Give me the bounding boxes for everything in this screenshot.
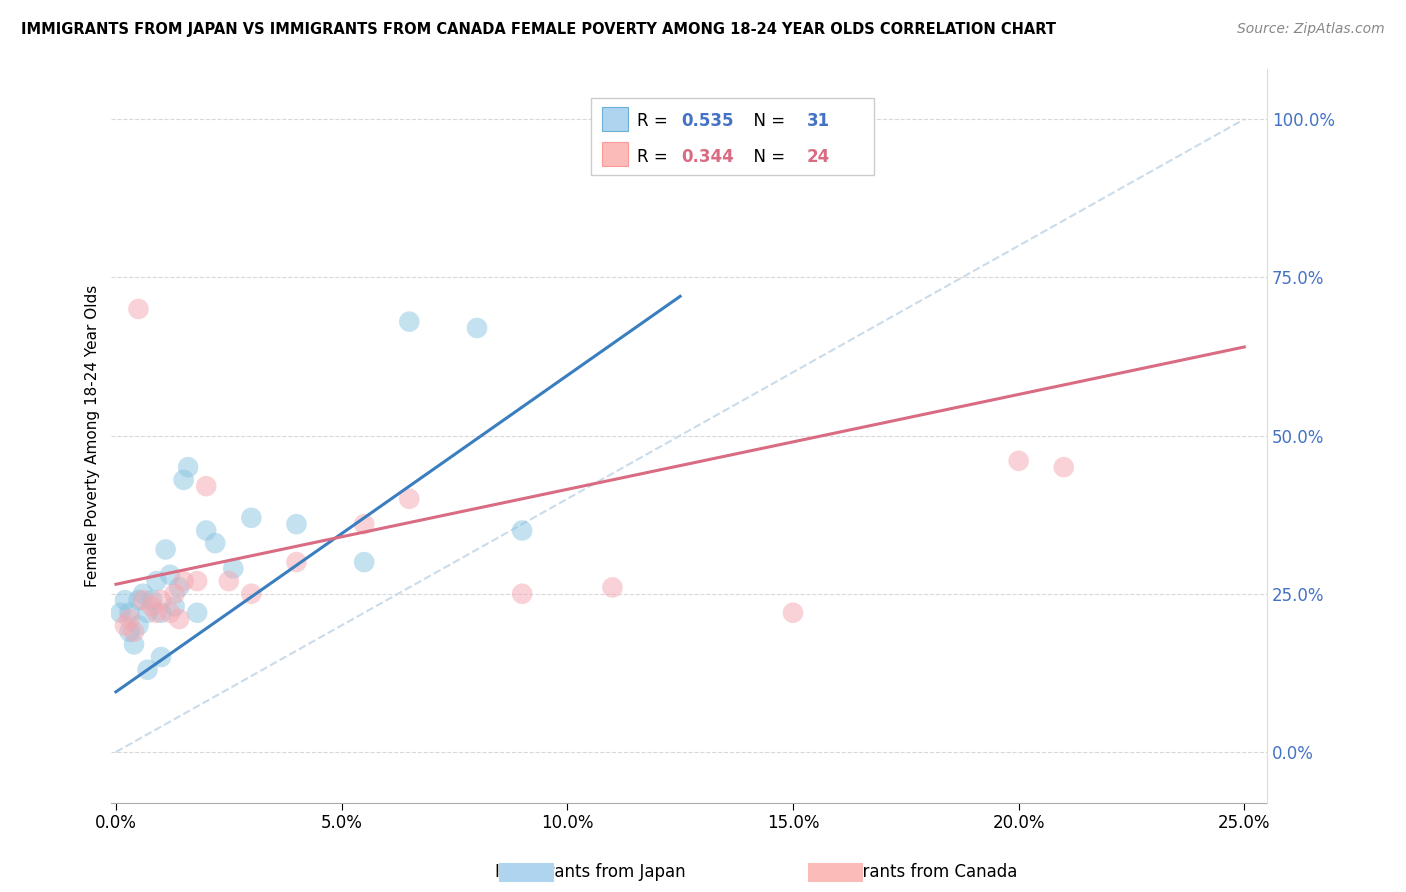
Point bbox=[128, 301, 150, 316]
Point bbox=[122, 624, 145, 639]
Point bbox=[118, 606, 141, 620]
Point bbox=[353, 555, 375, 569]
Text: 31: 31 bbox=[807, 112, 830, 130]
Point bbox=[141, 593, 163, 607]
Text: 0.344: 0.344 bbox=[681, 147, 734, 166]
Point bbox=[1008, 454, 1031, 468]
Point bbox=[114, 618, 136, 632]
Point bbox=[136, 606, 159, 620]
Point bbox=[145, 606, 167, 620]
Point bbox=[118, 612, 141, 626]
Point bbox=[204, 536, 226, 550]
Point bbox=[159, 567, 181, 582]
Text: Source: ZipAtlas.com: Source: ZipAtlas.com bbox=[1237, 22, 1385, 37]
Text: R =: R = bbox=[637, 147, 673, 166]
Text: 24: 24 bbox=[807, 147, 831, 166]
Point bbox=[150, 650, 173, 665]
Point bbox=[186, 606, 208, 620]
Point bbox=[647, 156, 669, 170]
Text: N =: N = bbox=[744, 147, 790, 166]
Point bbox=[155, 542, 177, 557]
Point bbox=[145, 574, 167, 588]
Point bbox=[186, 574, 208, 588]
Point bbox=[173, 473, 195, 487]
Point bbox=[136, 663, 159, 677]
Point bbox=[163, 599, 186, 614]
Point bbox=[195, 524, 218, 538]
Bar bbox=[591, 98, 875, 175]
Point bbox=[128, 618, 150, 632]
Point bbox=[398, 491, 420, 506]
Point bbox=[132, 587, 155, 601]
Point bbox=[240, 511, 263, 525]
Point bbox=[510, 587, 533, 601]
Point bbox=[602, 581, 624, 595]
Point bbox=[1053, 460, 1076, 475]
Text: N =: N = bbox=[744, 112, 790, 130]
Point bbox=[173, 574, 195, 588]
Point bbox=[398, 315, 420, 329]
Point bbox=[177, 460, 200, 475]
Bar bbox=[603, 142, 628, 166]
Point bbox=[222, 561, 245, 575]
Point bbox=[114, 593, 136, 607]
Point bbox=[122, 637, 145, 651]
Point bbox=[141, 599, 163, 614]
Point bbox=[118, 624, 141, 639]
Text: Immigrants from Japan: Immigrants from Japan bbox=[495, 863, 686, 881]
Point bbox=[150, 593, 173, 607]
Text: R =: R = bbox=[637, 112, 673, 130]
Point bbox=[110, 606, 132, 620]
Point bbox=[163, 587, 186, 601]
Point bbox=[353, 517, 375, 532]
Point bbox=[782, 606, 804, 620]
Point bbox=[195, 479, 218, 493]
Point bbox=[167, 581, 190, 595]
Point bbox=[132, 593, 155, 607]
Point bbox=[159, 606, 181, 620]
Point bbox=[167, 612, 190, 626]
Point bbox=[128, 593, 150, 607]
Point bbox=[240, 587, 263, 601]
Bar bbox=[603, 107, 628, 131]
Y-axis label: Female Poverty Among 18-24 Year Olds: Female Poverty Among 18-24 Year Olds bbox=[86, 285, 100, 587]
Text: Immigrants from Canada: Immigrants from Canada bbox=[810, 863, 1018, 881]
Point bbox=[285, 517, 308, 532]
Text: 0.535: 0.535 bbox=[681, 112, 734, 130]
Point bbox=[285, 555, 308, 569]
Point bbox=[510, 524, 533, 538]
Text: IMMIGRANTS FROM JAPAN VS IMMIGRANTS FROM CANADA FEMALE POVERTY AMONG 18-24 YEAR : IMMIGRANTS FROM JAPAN VS IMMIGRANTS FROM… bbox=[21, 22, 1056, 37]
Point bbox=[150, 606, 173, 620]
Point bbox=[465, 321, 488, 335]
Point bbox=[218, 574, 240, 588]
